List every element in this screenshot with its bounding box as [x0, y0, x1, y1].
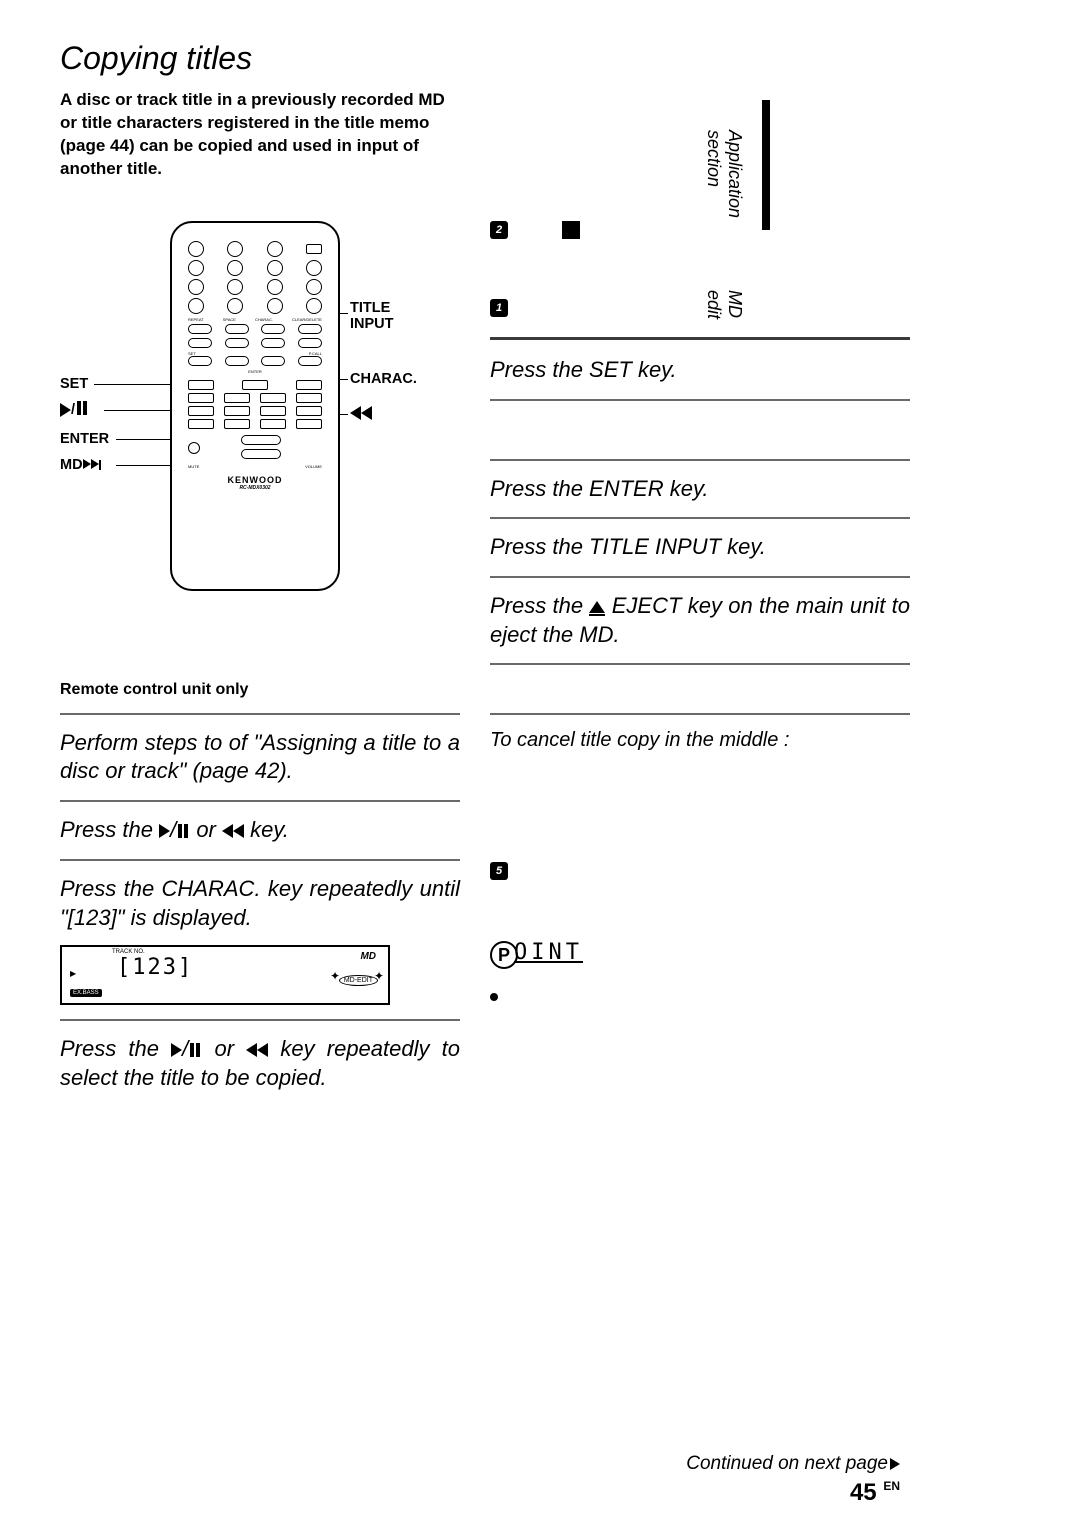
remote-outline: REPEATSPACECHARAC.CLEAR/DELETE SETP.CALL… — [170, 221, 340, 591]
remote-diagram: SET / ENTER MD TITLEINPUT CHARAC. — [60, 221, 460, 641]
step-press-enter: Press the ENTER key. — [490, 475, 910, 504]
arrow-right-icon — [890, 1458, 900, 1470]
remote-model: RC-MDX0302 — [188, 485, 322, 491]
lcd-exbass: EX.BASS — [70, 989, 102, 997]
step-press-eject: Press the EJECT key on the main unit to … — [490, 592, 910, 649]
eject-icon — [589, 601, 605, 613]
callout-rew — [350, 406, 372, 424]
page-title: Copying titles — [60, 40, 910, 77]
page-number: 45 EN — [686, 1479, 900, 1507]
point-rest: OINT — [514, 940, 583, 965]
callout-title-input: TITLEINPUT — [350, 301, 394, 333]
step-charac: Press the CHARAC. key repeatedly until "… — [60, 875, 460, 932]
callout-charac: CHARAC. — [350, 371, 417, 387]
point-heading: POINT — [490, 940, 910, 969]
step-marker-5: 5 — [490, 862, 508, 880]
remote-only-label: Remote control unit only — [60, 681, 460, 699]
side-tab-marker — [762, 100, 770, 230]
step-press-title-input: Press the TITLE INPUT key. — [490, 533, 910, 562]
page-footer: Continued on next page 45 EN — [686, 1453, 900, 1507]
callout-play-pause: / — [60, 401, 89, 419]
stop-icon — [562, 221, 580, 239]
intro-text: A disc or track title in a previously re… — [60, 89, 460, 181]
side-tab-section: Application section — [703, 130, 745, 218]
lcd-seg-text: [123] — [117, 955, 193, 980]
cancel-note: To cancel title copy in the middle : — [490, 729, 910, 752]
lcd-md-edit: MD-EDIT — [339, 975, 378, 986]
remote-brand: KENWOOD — [188, 475, 322, 485]
callout-enter: ENTER — [60, 431, 109, 447]
callout-md-ff: MD — [60, 457, 101, 473]
side-tab-sub: MD edit — [703, 290, 745, 319]
step-marker-2: 2 — [490, 221, 508, 239]
step-perform: Perform steps to of "Assigning a title t… — [60, 729, 460, 786]
continued-label: Continued on next page — [686, 1453, 900, 1475]
callout-set: SET — [60, 376, 88, 392]
lcd-display: TRACK NO. [123] MD MD-EDIT ✦ ✦ ▶ EX.BASS — [60, 945, 390, 1005]
step-press-play: Press the / or key. — [60, 816, 460, 845]
lcd-md: MD — [360, 951, 376, 962]
step-marker-1: 1 — [490, 299, 508, 317]
step-select-title: Press the / or key repeatedly to select … — [60, 1035, 460, 1093]
bullet-icon — [490, 993, 498, 1001]
step-press-set: Press the SET key. — [490, 356, 910, 385]
